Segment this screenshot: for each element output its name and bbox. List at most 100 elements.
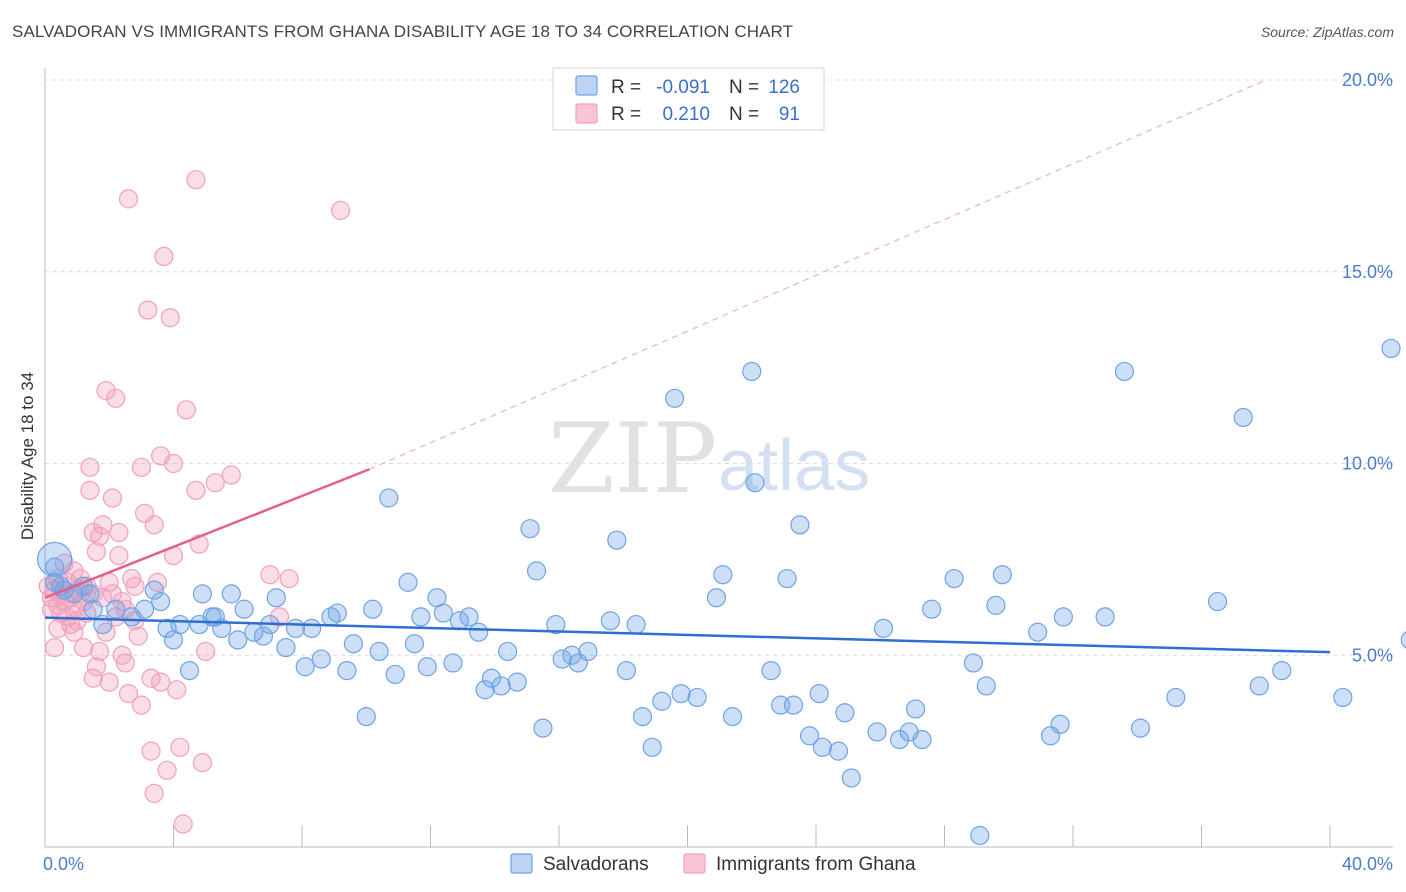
ghana-point (167, 680, 187, 700)
salvadoran-point (970, 825, 990, 846)
salvadoran-point (671, 683, 691, 704)
salvadoran-point (1166, 687, 1186, 708)
legend-r-value-1: -0.091 (656, 77, 710, 98)
ghana-point (112, 645, 132, 665)
ghana-point (144, 515, 164, 535)
salvadoran-point (520, 519, 540, 539)
bottom-legend-label-salvadorans: Salvadorans (543, 854, 649, 875)
ghana-point (86, 542, 107, 562)
ghana-point (186, 170, 206, 190)
ghana-point (221, 465, 241, 485)
ghana-trend-line (44, 468, 370, 599)
ghana-point (93, 515, 113, 535)
salvadoran-point (1400, 631, 1406, 649)
salvadoran-point (986, 595, 1006, 615)
ghana-point (147, 572, 168, 592)
ghana-point (154, 246, 174, 267)
salvadoran-point (905, 699, 926, 719)
ghana-point (131, 695, 151, 715)
salvadoran-point (417, 657, 437, 677)
salvadoran-point (607, 530, 627, 550)
series-salvadorans-points (37, 338, 1406, 846)
salvadoran-point (922, 599, 942, 619)
y-tick-label: 10.0% (1342, 454, 1393, 474)
ghana-point (109, 522, 129, 543)
ghana-point (118, 683, 139, 704)
salvadoran-point (1095, 607, 1115, 627)
ghana-point (86, 657, 107, 677)
salvadoran-point (295, 657, 315, 677)
ghana-point (115, 653, 135, 673)
watermark-atlas: atlas (718, 426, 870, 506)
salvadoran-point (1207, 591, 1228, 612)
salvadoran-point (481, 668, 502, 688)
ghana-point (45, 637, 65, 658)
salvadoran-point (475, 680, 495, 700)
salvadoran-point (1233, 407, 1253, 428)
salvadoran-point (1028, 622, 1048, 642)
ghana-point (67, 611, 87, 631)
salvadoran-point (398, 572, 418, 592)
ghana-point (196, 641, 216, 662)
ghana-point (125, 576, 145, 596)
salvadoran-point (976, 676, 996, 696)
salvadoran-point (761, 660, 781, 681)
ghana-point (96, 622, 116, 642)
salvadoran-point (1381, 338, 1401, 359)
salvadoran-point (742, 361, 762, 382)
salvadoran-point (385, 664, 405, 685)
salvadoran-point (889, 730, 910, 750)
salvadoran-point (552, 649, 572, 669)
ghana-point (73, 591, 94, 612)
salvadoran-point (498, 641, 518, 662)
ghana-point (90, 641, 110, 662)
salvadoran-point (363, 599, 383, 619)
salvadoran-point (327, 603, 347, 623)
salvadoran-point (369, 641, 389, 662)
salvadoran-point (578, 641, 598, 662)
salvadoran-point (170, 614, 190, 635)
ghana-point (144, 783, 164, 803)
salvadoran-point (276, 637, 296, 658)
salvadoran-point (626, 614, 646, 635)
ghana-point (141, 668, 161, 688)
series-ghana-points (38, 170, 351, 834)
legend-swatch-salvadorans (575, 75, 598, 96)
salvadoran-point (777, 568, 797, 589)
salvadoran-point (491, 676, 511, 696)
bottom-legend-swatch-salvadorans (510, 853, 533, 874)
legend-r-label-2: R = (611, 104, 641, 125)
salvadoran-point (841, 768, 861, 788)
bottom-legend-label-ghana: Immigrants from Ghana (716, 854, 916, 875)
x-tick-label-min: 0.0% (43, 854, 84, 874)
salvadoran-point (1333, 687, 1353, 708)
salvadoran-point (665, 388, 685, 408)
salvadoran-point (379, 488, 399, 508)
ghana-point (118, 189, 139, 209)
salvadoran-point (790, 515, 810, 535)
ghana-point (173, 814, 193, 834)
salvadoran-point (1114, 361, 1135, 382)
ghana-point (96, 381, 116, 401)
watermark-zip: ZIP (548, 403, 717, 515)
salvadoran-point (157, 618, 177, 639)
bottom-legend-swatch-ghana (683, 853, 706, 874)
salvadoran-point (404, 634, 425, 654)
ghana-point (163, 453, 184, 474)
ghana-point (128, 626, 148, 646)
salvadoran-point (526, 561, 547, 581)
ghana-point (176, 400, 196, 420)
legend-n-label-2: N = (729, 104, 759, 125)
legend-r-label-1: R = (611, 77, 641, 98)
salvadoran-point (356, 707, 376, 727)
salvadoran-point (134, 599, 155, 619)
ghana-point (279, 568, 299, 589)
salvadoran-point (1130, 718, 1151, 738)
salvadoran-point (433, 603, 453, 623)
axes (44, 68, 1393, 848)
ghana-point (260, 565, 280, 585)
salvadoran-point (343, 634, 363, 654)
y-tick-label: 15.0% (1342, 262, 1393, 282)
ghana-point (109, 545, 129, 566)
